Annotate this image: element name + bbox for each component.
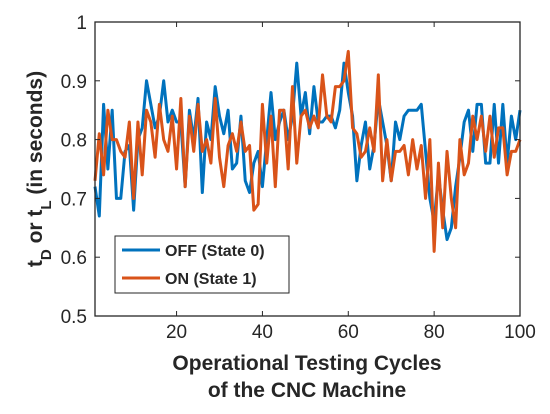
y-tick-label: 1 <box>76 13 87 34</box>
legend-label-off: OFF (State 0) <box>165 243 265 260</box>
series-layer <box>93 49 522 253</box>
y-tick-label: 0.7 <box>61 189 87 210</box>
y-tick-label: 0.6 <box>61 248 87 269</box>
ticks-layer: 20 40 60 80 100 0.5 0.6 0.7 0.8 0.9 1 <box>61 13 536 343</box>
x-tick-label: 80 <box>424 322 445 343</box>
series-line-1 <box>93 49 522 253</box>
x-tick-label: 60 <box>338 322 359 343</box>
x-tick-label: 20 <box>166 322 187 343</box>
x-axis-label-line1: Operational Testing Cycles <box>172 352 441 375</box>
y-tick-label: 0.9 <box>61 72 87 93</box>
legend-label-on: ON (State 1) <box>165 271 257 288</box>
x-tick-label: 40 <box>252 322 273 343</box>
legend: OFF (State 0) ON (State 1) <box>114 235 290 294</box>
legend-box <box>114 235 290 294</box>
y-tick-label: 0.5 <box>61 307 87 328</box>
x-tick-label: 100 <box>504 322 536 343</box>
y-axis-label: tD or tL (in seconds) <box>24 71 55 267</box>
plot-area-frame <box>94 21 521 317</box>
x-axis-label-line2: of the CNC Machine <box>208 379 406 402</box>
y-tick-label: 0.8 <box>61 131 87 152</box>
